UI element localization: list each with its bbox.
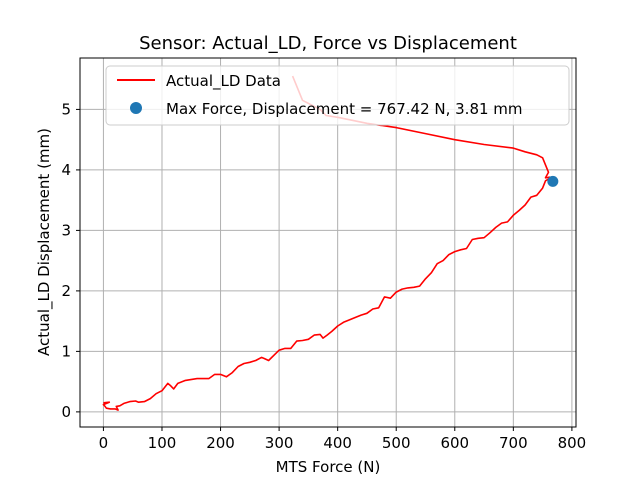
max-force-point <box>547 175 559 187</box>
x-tick-label: 500 <box>382 434 411 452</box>
y-tick-label: 3 <box>61 221 71 239</box>
legend-box <box>105 65 570 126</box>
legend: Actual_LD Data Max Force, Displacement =… <box>105 65 570 126</box>
y-tick-label: 2 <box>61 282 71 300</box>
y-axis-label: Actual_LD Displacement (mm) <box>35 128 54 356</box>
x-tick-label: 200 <box>206 434 235 452</box>
x-tick-label: 400 <box>323 434 352 452</box>
y-tick-label: 0 <box>61 403 71 421</box>
legend-label-max: Max Force, Displacement = 767.42 N, 3.81… <box>166 100 523 118</box>
chart-title: Sensor: Actual_LD, Force vs Displacement <box>139 33 517 54</box>
legend-marker-swatch <box>130 102 142 114</box>
x-tick-label: 600 <box>440 434 469 452</box>
plot-frame <box>79 57 577 428</box>
x-tick-label: 800 <box>558 434 587 452</box>
x-axis-label: MTS Force (N) <box>276 458 381 476</box>
y-tick-label: 5 <box>61 100 71 118</box>
x-tick-label: 700 <box>499 434 528 452</box>
x-tick-label: 300 <box>265 434 294 452</box>
y-tick-label: 1 <box>61 342 71 360</box>
legend-label-series: Actual_LD Data <box>166 72 281 91</box>
y-tick-label: 4 <box>61 161 71 179</box>
x-tick-label: 100 <box>148 434 177 452</box>
x-tick-label: 0 <box>99 434 109 452</box>
series-layer <box>102 75 559 411</box>
ticks: 0 100 200 300 400 500 600 700 800 0 1 2 3 4 5 <box>61 100 586 452</box>
